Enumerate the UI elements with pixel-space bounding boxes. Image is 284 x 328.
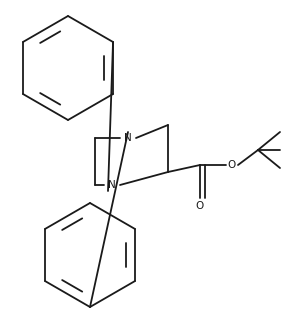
Text: O: O	[196, 201, 204, 211]
Text: N: N	[108, 180, 116, 190]
Text: N: N	[124, 133, 132, 143]
Text: O: O	[228, 160, 236, 170]
